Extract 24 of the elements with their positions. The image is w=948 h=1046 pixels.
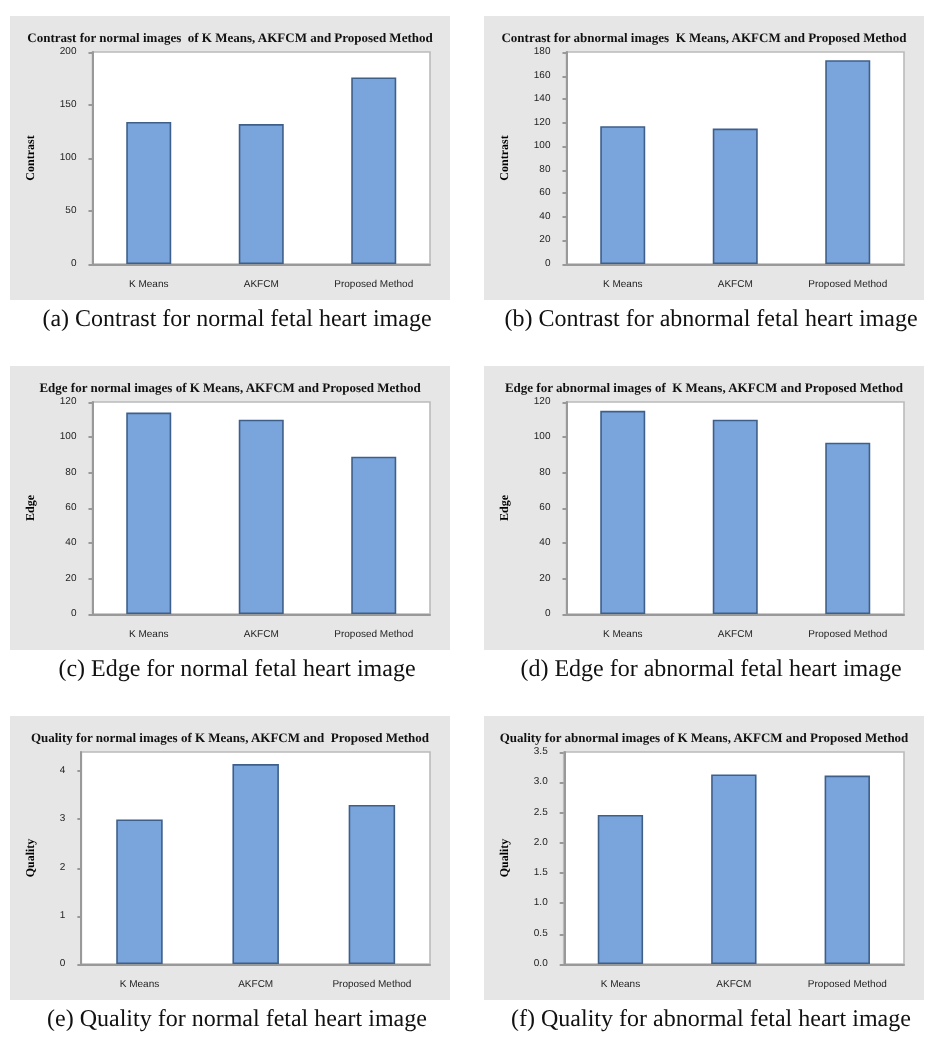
bar [712,419,758,614]
bar [116,819,163,964]
bar [712,128,758,264]
bar [597,814,644,964]
text: (c) Edge for normal fetal heart image [56,654,418,684]
bar [351,77,397,264]
bar [126,412,172,614]
text: (e) Quality for normal fetal heart image [45,1004,429,1034]
bar [600,410,646,614]
bar [600,126,646,264]
bar [711,774,757,964]
text: (d) Edge for abnormal fetal heart image [518,654,904,684]
bar [126,121,172,264]
bar [825,60,871,264]
bar [238,124,284,264]
text: (a) Contrast for normal fetal heart image [40,304,434,334]
text: (b) Contrast for abnormal fetal heart image [502,304,920,334]
bar [351,456,397,614]
bar [825,442,871,614]
bar [238,419,284,614]
text: (f) Quality for abnormal fetal heart image [509,1004,913,1034]
bar [348,805,396,964]
bar [824,775,870,964]
bar [232,764,279,964]
